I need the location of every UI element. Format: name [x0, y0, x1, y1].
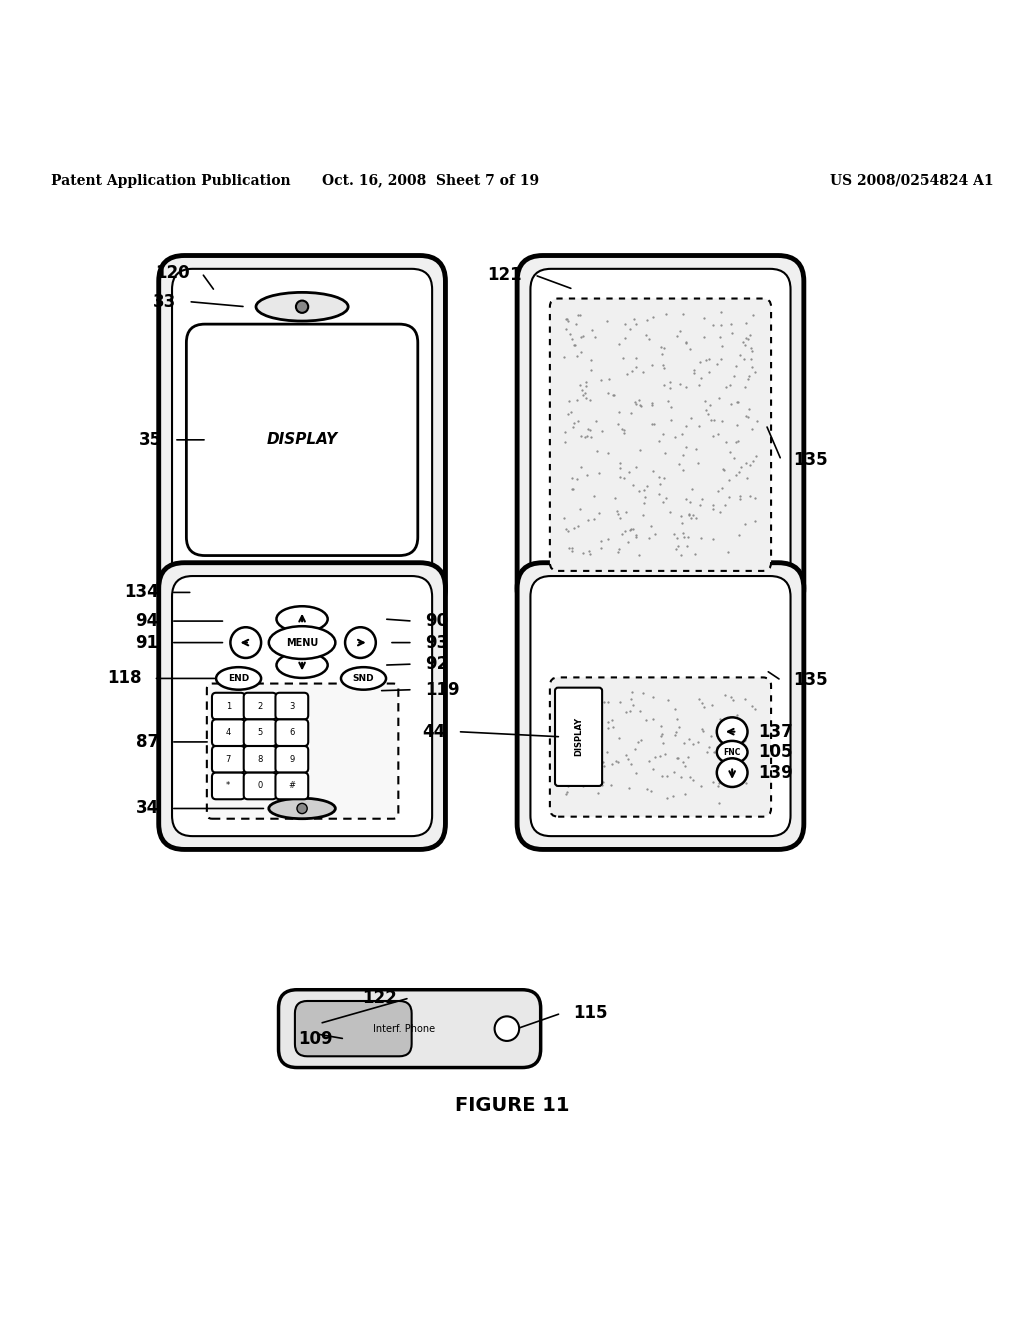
Circle shape	[297, 804, 307, 813]
FancyBboxPatch shape	[244, 693, 276, 719]
Text: 134: 134	[124, 583, 159, 602]
FancyBboxPatch shape	[540, 574, 781, 609]
Text: Interf. Phone: Interf. Phone	[374, 1023, 435, 1034]
FancyBboxPatch shape	[517, 256, 804, 614]
Ellipse shape	[268, 626, 336, 659]
Text: 3: 3	[289, 702, 295, 710]
FancyBboxPatch shape	[244, 719, 276, 746]
Text: DISPLAY: DISPLAY	[266, 433, 338, 447]
FancyBboxPatch shape	[212, 772, 245, 800]
Text: 122: 122	[362, 989, 397, 1007]
Text: MENU: MENU	[286, 638, 318, 648]
Text: 7: 7	[225, 755, 231, 764]
FancyBboxPatch shape	[275, 693, 308, 719]
FancyBboxPatch shape	[172, 576, 432, 836]
Text: DISPLAY: DISPLAY	[574, 717, 583, 756]
FancyBboxPatch shape	[555, 688, 602, 785]
Ellipse shape	[717, 717, 748, 746]
Text: 119: 119	[425, 681, 460, 698]
Text: 1: 1	[225, 702, 231, 710]
Text: 4: 4	[225, 729, 231, 737]
Text: 0: 0	[257, 781, 263, 791]
Text: 5: 5	[257, 729, 263, 737]
Text: 139: 139	[758, 764, 793, 781]
Text: Oct. 16, 2008  Sheet 7 of 19: Oct. 16, 2008 Sheet 7 of 19	[322, 174, 539, 187]
Ellipse shape	[341, 667, 386, 689]
Text: 120: 120	[155, 264, 189, 282]
Text: 44: 44	[422, 722, 445, 741]
FancyBboxPatch shape	[212, 746, 245, 772]
Text: 2: 2	[257, 702, 263, 710]
Text: SND: SND	[352, 675, 375, 682]
Circle shape	[495, 1016, 519, 1041]
Text: 9: 9	[289, 755, 295, 764]
Text: 137: 137	[758, 722, 793, 741]
Text: US 2008/0254824 A1: US 2008/0254824 A1	[829, 174, 993, 187]
Text: 92: 92	[425, 655, 449, 673]
Text: 6: 6	[289, 729, 295, 737]
FancyBboxPatch shape	[207, 684, 398, 818]
FancyBboxPatch shape	[275, 719, 308, 746]
Text: 91: 91	[135, 634, 159, 652]
Text: END: END	[228, 675, 249, 682]
Ellipse shape	[717, 758, 748, 787]
FancyBboxPatch shape	[530, 576, 791, 836]
Text: 35: 35	[138, 430, 162, 449]
Text: 93: 93	[425, 634, 449, 652]
FancyBboxPatch shape	[530, 269, 791, 601]
FancyBboxPatch shape	[159, 256, 445, 614]
Ellipse shape	[230, 627, 261, 657]
Ellipse shape	[276, 652, 328, 678]
FancyBboxPatch shape	[295, 1001, 412, 1056]
Text: 8: 8	[257, 755, 263, 764]
Text: 115: 115	[573, 1005, 608, 1022]
Ellipse shape	[216, 667, 261, 689]
Ellipse shape	[256, 293, 348, 321]
Ellipse shape	[345, 627, 376, 657]
FancyBboxPatch shape	[550, 677, 771, 817]
FancyBboxPatch shape	[244, 746, 276, 772]
Text: 109: 109	[298, 1030, 333, 1048]
Text: 118: 118	[106, 669, 141, 688]
FancyBboxPatch shape	[275, 772, 308, 800]
FancyBboxPatch shape	[550, 298, 771, 572]
Text: *: *	[226, 781, 230, 791]
Text: 135: 135	[794, 672, 828, 689]
Text: 105: 105	[758, 743, 793, 762]
Text: Patent Application Publication: Patent Application Publication	[51, 174, 291, 187]
Ellipse shape	[276, 606, 328, 632]
FancyBboxPatch shape	[275, 746, 308, 772]
Text: 33: 33	[153, 293, 176, 310]
Ellipse shape	[717, 741, 748, 763]
FancyBboxPatch shape	[517, 562, 804, 850]
FancyBboxPatch shape	[279, 990, 541, 1068]
Ellipse shape	[268, 799, 336, 818]
Text: 121: 121	[487, 265, 522, 284]
FancyBboxPatch shape	[212, 719, 245, 746]
Text: FNC: FNC	[724, 747, 740, 756]
FancyBboxPatch shape	[186, 325, 418, 556]
Text: 34: 34	[135, 800, 159, 817]
FancyBboxPatch shape	[212, 693, 245, 719]
Text: #: #	[289, 781, 295, 791]
Text: 135: 135	[794, 451, 828, 470]
Text: 90: 90	[425, 612, 449, 630]
FancyBboxPatch shape	[172, 269, 432, 601]
FancyBboxPatch shape	[244, 772, 276, 800]
Text: 87: 87	[135, 733, 159, 751]
Circle shape	[296, 301, 308, 313]
Text: 94: 94	[135, 612, 159, 630]
FancyBboxPatch shape	[159, 562, 445, 850]
FancyBboxPatch shape	[181, 574, 423, 609]
Text: FIGURE 11: FIGURE 11	[455, 1096, 569, 1115]
